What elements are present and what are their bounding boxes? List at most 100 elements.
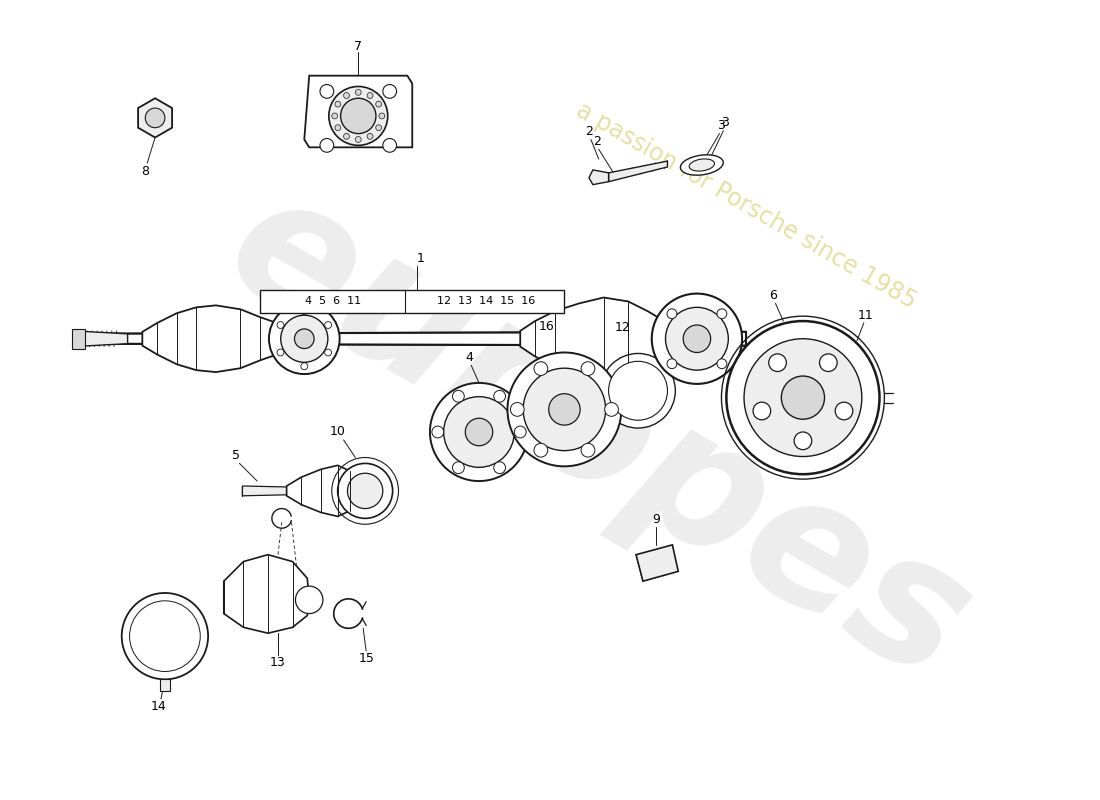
- Circle shape: [581, 443, 595, 457]
- Circle shape: [667, 359, 676, 369]
- Circle shape: [605, 402, 618, 416]
- Text: europes: europes: [198, 155, 999, 719]
- Text: 10: 10: [330, 426, 345, 438]
- Polygon shape: [608, 161, 668, 182]
- Polygon shape: [72, 329, 86, 349]
- Text: 16: 16: [539, 321, 554, 334]
- Circle shape: [280, 315, 328, 362]
- Text: 7: 7: [354, 40, 362, 53]
- Text: 2: 2: [585, 125, 593, 138]
- Circle shape: [334, 125, 341, 130]
- Circle shape: [430, 383, 528, 481]
- Circle shape: [549, 394, 580, 425]
- Polygon shape: [636, 545, 679, 581]
- Text: 11: 11: [858, 309, 873, 322]
- Polygon shape: [142, 306, 299, 372]
- Ellipse shape: [681, 155, 724, 175]
- Circle shape: [301, 362, 308, 370]
- Circle shape: [376, 125, 382, 130]
- Circle shape: [378, 113, 385, 119]
- Polygon shape: [74, 332, 746, 346]
- Circle shape: [652, 294, 742, 384]
- Circle shape: [320, 138, 333, 152]
- Circle shape: [145, 108, 165, 128]
- Circle shape: [341, 98, 376, 134]
- Circle shape: [383, 85, 397, 98]
- Circle shape: [534, 362, 548, 375]
- Circle shape: [334, 101, 341, 107]
- Circle shape: [367, 93, 373, 98]
- Circle shape: [355, 90, 361, 95]
- Bar: [260, 290, 564, 314]
- Circle shape: [343, 134, 350, 139]
- Polygon shape: [139, 98, 172, 138]
- Circle shape: [355, 137, 361, 142]
- Text: 3: 3: [722, 116, 729, 130]
- Text: 8: 8: [141, 166, 150, 178]
- Circle shape: [726, 321, 880, 474]
- Circle shape: [324, 322, 331, 329]
- Circle shape: [601, 354, 675, 428]
- Circle shape: [343, 93, 350, 98]
- Text: 15: 15: [359, 652, 374, 666]
- Polygon shape: [588, 170, 608, 185]
- Text: 1: 1: [416, 252, 425, 265]
- Text: a passion for Porsche since 1985: a passion for Porsche since 1985: [572, 98, 921, 314]
- Circle shape: [581, 362, 595, 375]
- Circle shape: [769, 354, 786, 371]
- Circle shape: [376, 101, 382, 107]
- Circle shape: [329, 86, 387, 146]
- Circle shape: [338, 463, 393, 518]
- Text: 5: 5: [232, 449, 240, 462]
- Circle shape: [820, 354, 837, 371]
- Text: 9: 9: [652, 513, 660, 526]
- Text: 6: 6: [770, 289, 778, 302]
- Circle shape: [524, 368, 606, 450]
- Text: 13: 13: [270, 656, 286, 669]
- Text: 12: 12: [615, 322, 630, 334]
- Circle shape: [835, 402, 852, 420]
- Circle shape: [754, 402, 771, 420]
- Text: 12  13  14  15  16: 12 13 14 15 16: [437, 297, 535, 306]
- Circle shape: [794, 432, 812, 450]
- Circle shape: [510, 402, 525, 416]
- Circle shape: [781, 376, 825, 419]
- Circle shape: [367, 134, 373, 139]
- Circle shape: [717, 309, 727, 318]
- Circle shape: [122, 593, 208, 679]
- Circle shape: [667, 309, 676, 318]
- Circle shape: [507, 353, 622, 466]
- Polygon shape: [287, 466, 355, 517]
- Circle shape: [277, 349, 284, 356]
- Polygon shape: [520, 298, 688, 380]
- Circle shape: [383, 138, 397, 152]
- Text: 3: 3: [717, 119, 725, 132]
- Circle shape: [494, 390, 506, 402]
- Text: 14: 14: [151, 700, 167, 714]
- Circle shape: [494, 462, 506, 474]
- Circle shape: [608, 362, 668, 420]
- Circle shape: [465, 418, 493, 446]
- Circle shape: [515, 426, 526, 438]
- Circle shape: [277, 322, 284, 329]
- Circle shape: [295, 329, 315, 349]
- Circle shape: [717, 359, 727, 369]
- Circle shape: [324, 349, 331, 356]
- Text: 2: 2: [593, 135, 601, 148]
- Circle shape: [301, 308, 308, 314]
- Circle shape: [320, 85, 333, 98]
- Circle shape: [296, 586, 323, 614]
- Polygon shape: [160, 679, 169, 691]
- Ellipse shape: [690, 159, 715, 171]
- Circle shape: [666, 307, 728, 370]
- Circle shape: [452, 390, 464, 402]
- Polygon shape: [305, 76, 412, 147]
- Circle shape: [534, 443, 548, 457]
- Text: 4  5  6  11: 4 5 6 11: [305, 297, 361, 306]
- Circle shape: [452, 462, 464, 474]
- Polygon shape: [242, 486, 287, 496]
- Circle shape: [744, 338, 861, 457]
- Polygon shape: [74, 331, 128, 346]
- Polygon shape: [223, 554, 309, 634]
- Circle shape: [348, 474, 383, 509]
